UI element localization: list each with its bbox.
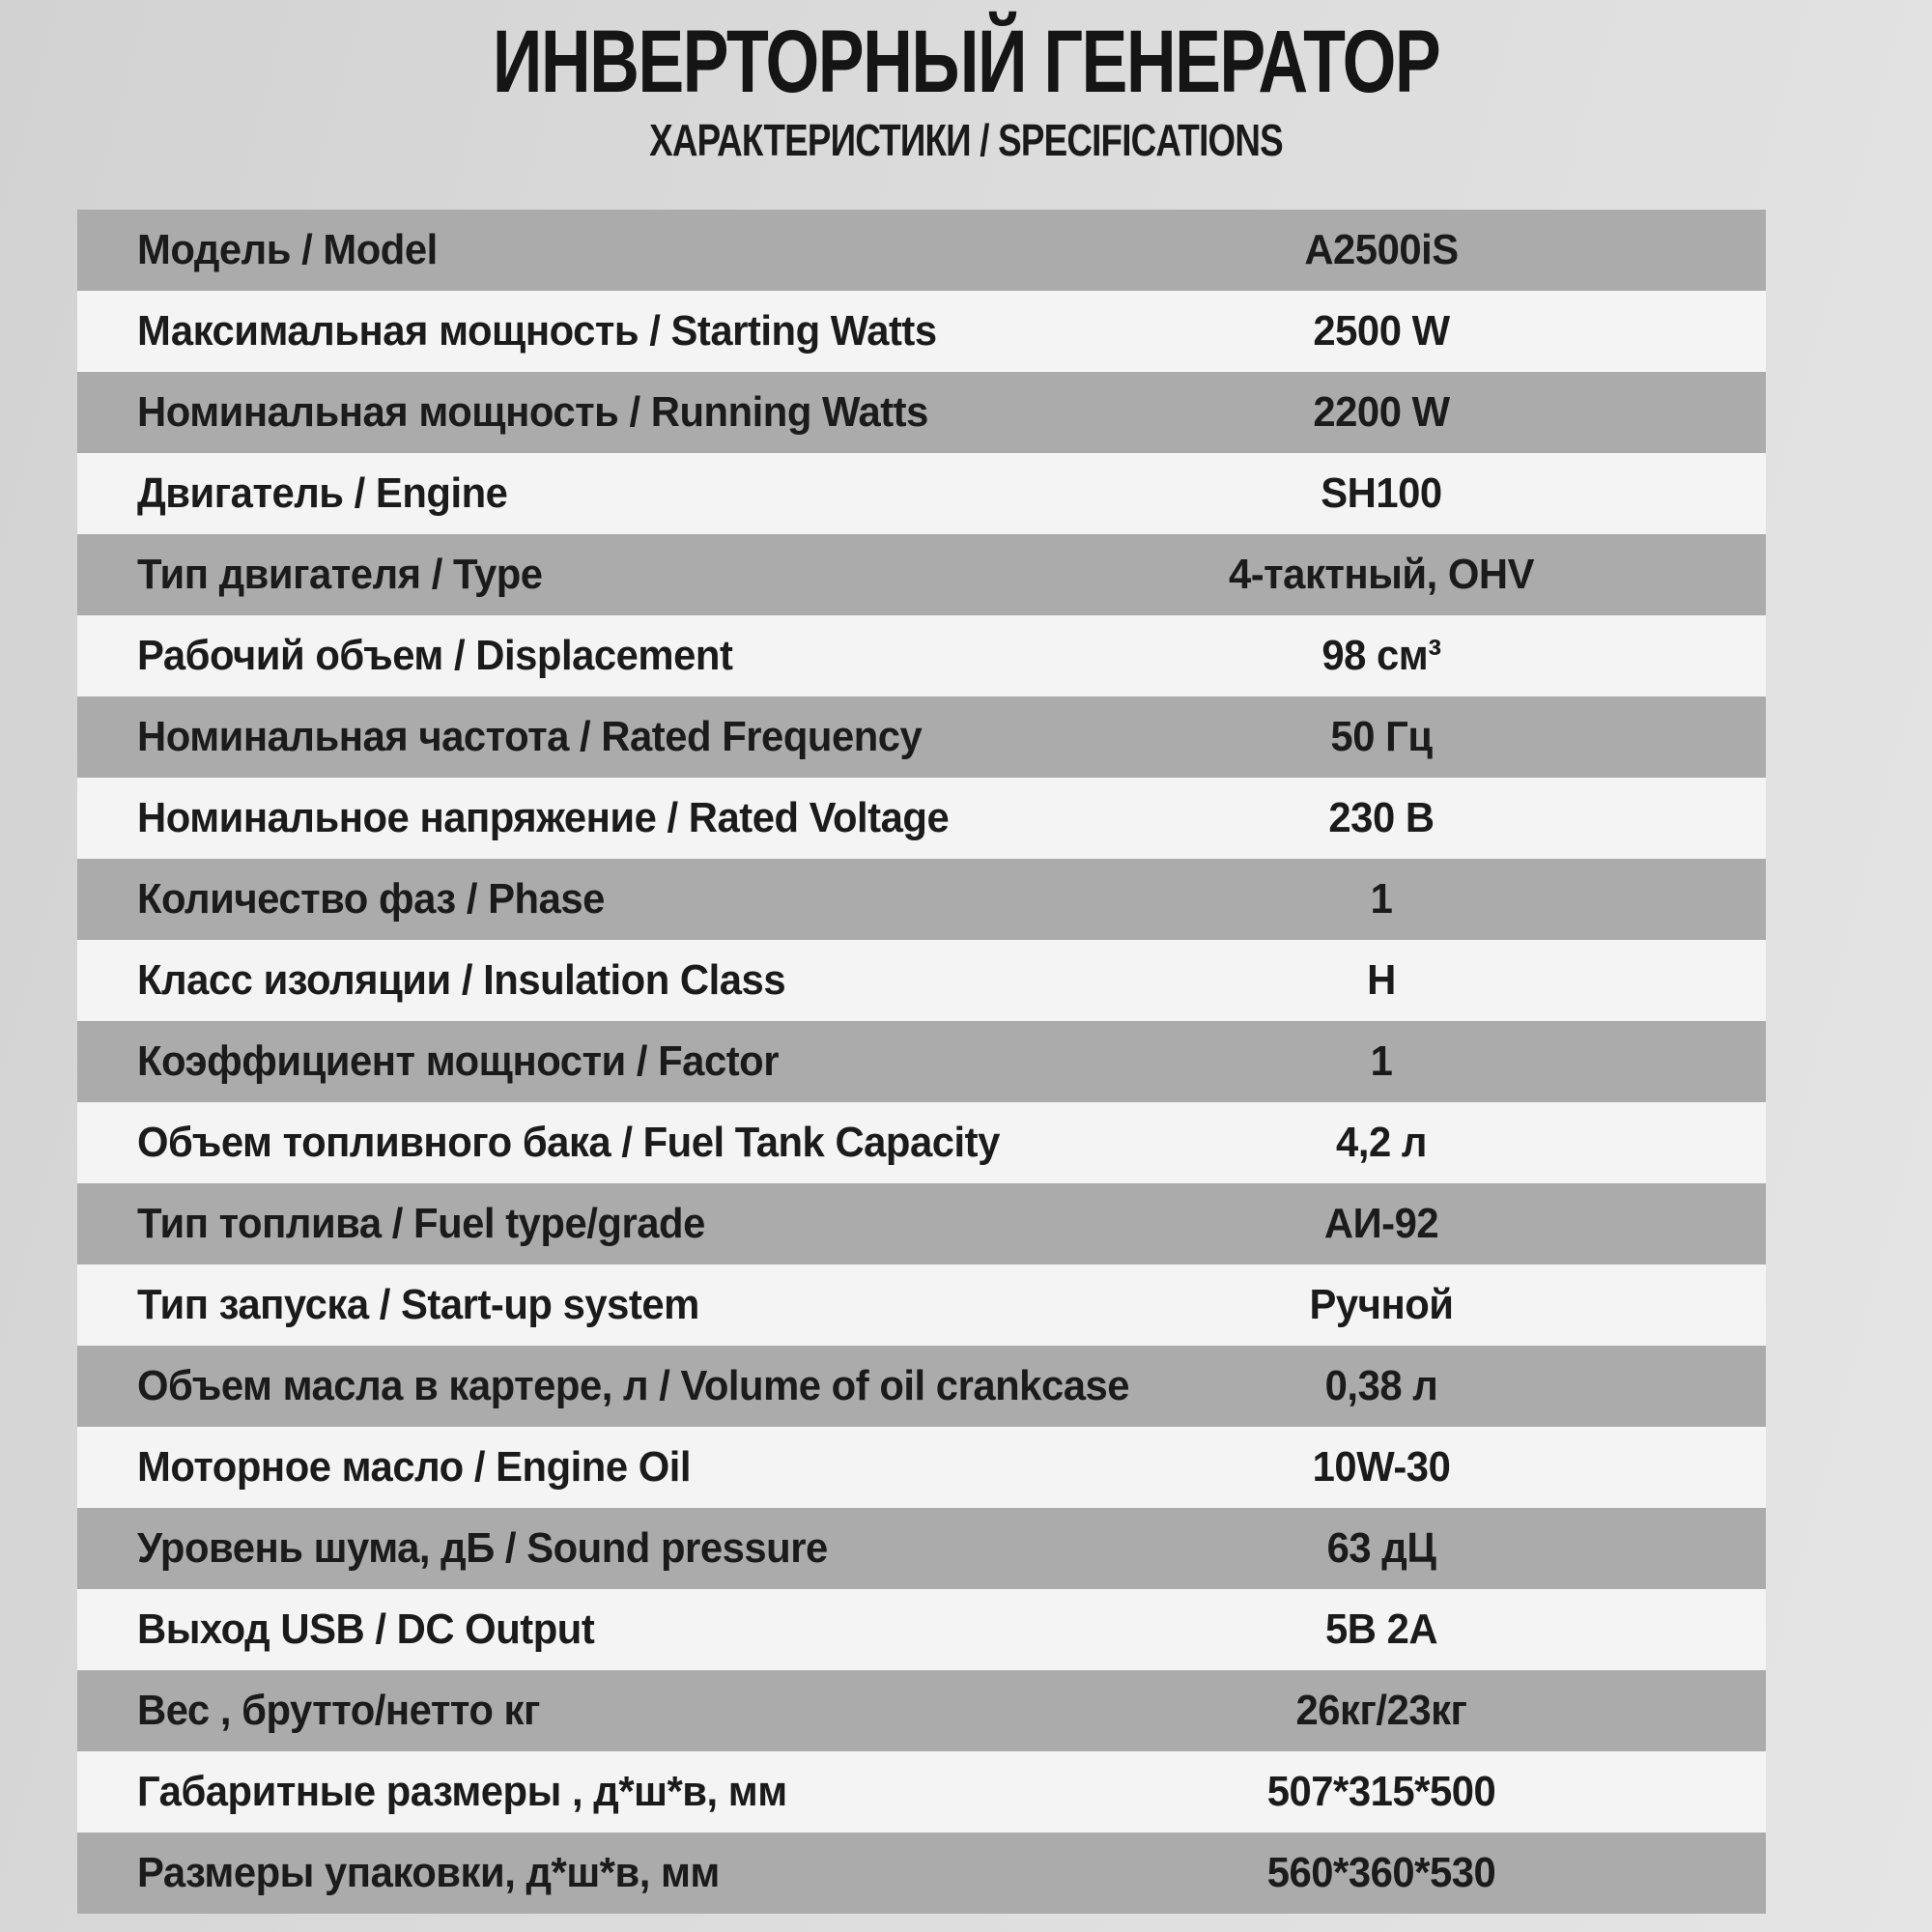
spec-label: Объем топливного бака / Fuel Tank Capaci… <box>137 1119 1000 1167</box>
spec-label: Номинальное напряжение / Rated Voltage <box>137 794 950 842</box>
table-row: Вес , брутто/нетто кг 26кг/23кг <box>77 1670 1766 1752</box>
spec-label: Рабочий объем / Displacement <box>137 632 733 680</box>
spec-label: Номинальная частота / Rated Frequency <box>137 713 923 761</box>
spec-value: 560*360*530 <box>1266 1849 1496 1897</box>
spec-value: 507*315*500 <box>1266 1768 1496 1816</box>
spec-value: 2200 W <box>1313 388 1450 437</box>
table-row: Объем топливного бака / Fuel Tank Capaci… <box>77 1102 1766 1184</box>
spec-label: Объем масла в картере, л / Volume of oil… <box>137 1362 1130 1410</box>
spec-value: 1 <box>1370 1037 1393 1086</box>
table-row: Моторное масло / Engine Oil 10W-30 <box>77 1427 1766 1509</box>
spec-label: Двигатель / Engine <box>137 469 508 518</box>
specifications-table: Модель / Model A2500iS Максимальная мощн… <box>77 210 1766 1915</box>
spec-label: Уровень шума, дБ / Sound pressure <box>137 1524 828 1573</box>
spec-value: Ручной <box>1309 1281 1454 1329</box>
table-row: Двигатель / Engine SH100 <box>77 453 1766 535</box>
spec-label: Коэффициент мощности / Factor <box>137 1037 780 1086</box>
table-row: Коэффициент мощности / Factor 1 <box>77 1021 1766 1103</box>
spec-label: Тип двигателя / Type <box>137 551 543 599</box>
spec-value: 63 дЦ <box>1326 1524 1436 1573</box>
table-row: Тип запуска / Start-up system Ручной <box>77 1264 1766 1347</box>
page-subtitle: ХАРАКТЕРИСТИКИ / SPECIFICATIONS <box>649 114 1284 165</box>
spec-label: Моторное масло / Engine Oil <box>137 1443 692 1492</box>
table-row: Объем масла в картере, л / Volume of oil… <box>77 1346 1766 1428</box>
table-row: Номинальное напряжение / Rated Voltage 2… <box>77 778 1766 860</box>
spec-value: 10W-30 <box>1312 1443 1451 1492</box>
table-row: Количество фаз / Phase 1 <box>77 859 1766 941</box>
spec-label: Номинальная мощность / Running Watts <box>137 388 928 437</box>
page-header: ИНВЕРТОРНЫЙ ГЕНЕРАТОР ХАРАКТЕРИСТИКИ / S… <box>0 0 1932 165</box>
spec-label: Количество фаз / Phase <box>137 875 605 923</box>
spec-value: 0,38 л <box>1324 1362 1438 1410</box>
spec-value: 5В 2А <box>1324 1605 1438 1654</box>
table-row: Размеры упаковки, д*ш*в, мм 560*360*530 <box>77 1833 1766 1915</box>
spec-value: 4-тактный, OHV <box>1228 551 1535 599</box>
table-row: Номинальная частота / Rated Frequency 50… <box>77 696 1766 779</box>
spec-label: Максимальная мощность / Starting Watts <box>137 307 937 355</box>
table-row: Тип двигателя / Type 4-тактный, OHV <box>77 534 1766 616</box>
spec-value: 98 см³ <box>1321 632 1441 680</box>
spec-value: 230 В <box>1328 794 1435 842</box>
spec-value: 50 Гц <box>1330 713 1433 761</box>
spec-label: Выход USB / DC Output <box>137 1605 595 1654</box>
table-row: Тип топлива / Fuel type/grade АИ-92 <box>77 1183 1766 1265</box>
table-row: Максимальная мощность / Starting Watts 2… <box>77 291 1766 373</box>
spec-value: 1 <box>1370 875 1393 923</box>
page-title: ИНВЕРТОРНЫЙ ГЕНЕРАТОР <box>492 13 1441 111</box>
spec-value: 2500 W <box>1313 307 1450 355</box>
table-row: Номинальная мощность / Running Watts 220… <box>77 372 1766 454</box>
table-row: Габаритные размеры , д*ш*в, мм 507*315*5… <box>77 1751 1766 1833</box>
spec-value: H <box>1367 956 1396 1005</box>
spec-label: Модель / Model <box>137 226 438 274</box>
table-row: Рабочий объем / Displacement 98 см³ <box>77 615 1766 697</box>
spec-value: A2500iS <box>1304 226 1459 274</box>
spec-value: SH100 <box>1321 469 1442 518</box>
spec-label: Класс изоляции / Insulation Class <box>137 956 786 1005</box>
spec-value: АИ-92 <box>1323 1200 1439 1248</box>
spec-label: Тип запуска / Start-up system <box>137 1281 699 1329</box>
table-row: Выход USB / DC Output 5В 2А <box>77 1589 1766 1671</box>
spec-value: 4,2 л <box>1336 1119 1427 1167</box>
spec-value: 26кг/23кг <box>1295 1687 1467 1735</box>
spec-label: Размеры упаковки, д*ш*в, мм <box>137 1849 720 1897</box>
table-row: Уровень шума, дБ / Sound pressure 63 дЦ <box>77 1508 1766 1590</box>
spec-label: Вес , брутто/нетто кг <box>137 1687 540 1735</box>
spec-label: Габаритные размеры , д*ш*в, мм <box>137 1768 787 1816</box>
table-row: Модель / Model A2500iS <box>77 210 1766 292</box>
spec-label: Тип топлива / Fuel type/grade <box>137 1200 705 1248</box>
table-row: Класс изоляции / Insulation Class H <box>77 940 1766 1022</box>
